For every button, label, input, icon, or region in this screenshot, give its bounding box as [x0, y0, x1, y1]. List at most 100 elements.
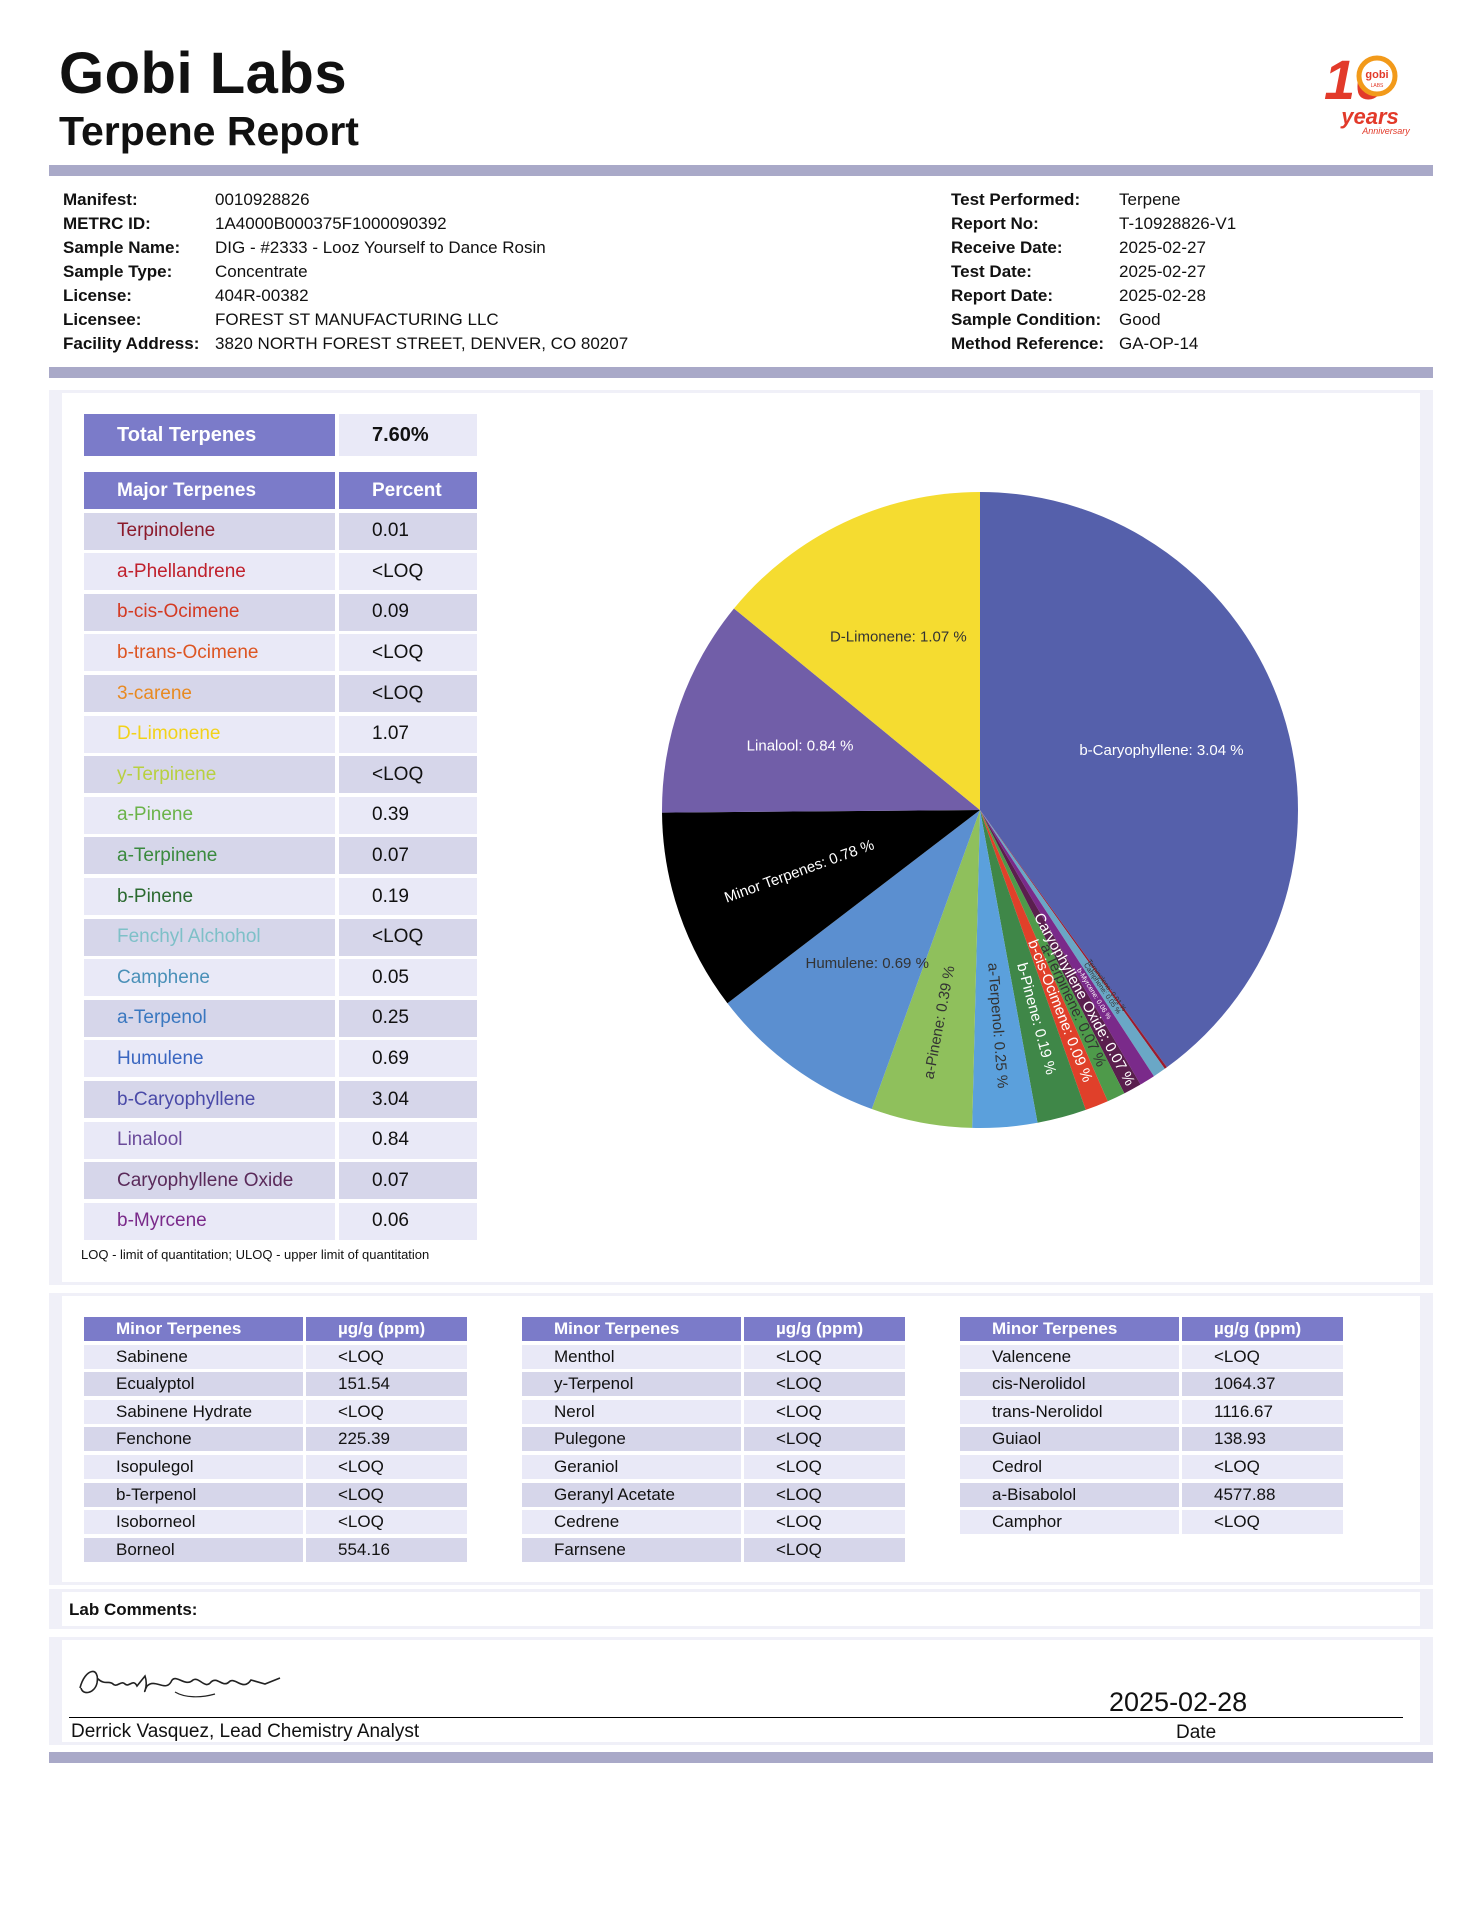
minor-terpene-name: cis-Nerolidol: [960, 1372, 1179, 1397]
pie-slice: [980, 810, 1167, 1069]
minor-terpene-name: Menthol: [522, 1344, 741, 1369]
sample-info-left-value: 0010928826: [215, 190, 310, 209]
major-terpene-name: a-Terpenol: [84, 999, 335, 1037]
minor-header-value: µg/g (ppm): [1182, 1317, 1343, 1341]
sample-info-right-label: Report No:: [951, 214, 1039, 233]
minor-terpene-value: <LOQ: [1182, 1510, 1343, 1535]
major-terpene-name: 3-carene: [84, 675, 335, 712]
minor-terpene-value: <LOQ: [306, 1482, 467, 1507]
sample-info-right-label: Test Performed:: [951, 190, 1081, 209]
major-terpene-name: b-cis-Ocimene: [84, 593, 335, 631]
minor-terpene-value: <LOQ: [744, 1537, 905, 1562]
sample-info-left-row: Sample Name: DIG - #2333 - Looz Yourself …: [63, 236, 863, 260]
date-label: Date: [1176, 1722, 1217, 1743]
sample-info-left-value: 404R-00382: [215, 286, 309, 305]
pie-slice: [871, 810, 980, 1128]
sample-info-left-row: METRC ID: 1A4000B000375F1000090392: [63, 212, 863, 236]
total-terpenes-label: Total Terpenes: [84, 414, 335, 456]
sample-info-right-row: Report No: T-10928826-V1: [951, 212, 1371, 236]
minor-header-name: Minor Terpenes: [960, 1317, 1179, 1341]
sample-info-right-value: 2025-02-28: [1119, 286, 1206, 305]
sample-info-right-row: Test Performed: Terpene: [951, 188, 1371, 212]
minor-terpene-value: <LOQ: [744, 1399, 905, 1424]
minor-terpene-name: Cedrene: [522, 1510, 741, 1535]
sample-info-right-row: Sample Condition: Good: [951, 308, 1371, 332]
major-terpene-percent: 0.05: [339, 959, 477, 997]
minor-terpene-value: <LOQ: [306, 1510, 467, 1535]
minor-terpene-value: <LOQ: [744, 1427, 905, 1452]
info-divider: [49, 367, 1433, 378]
pie-slice: [980, 810, 1141, 1094]
minor-terpene-name: Nerol: [522, 1399, 741, 1424]
pie-slice-label: Linalool: 0.84 %: [747, 738, 854, 755]
major-terpene-percent: 1.07: [339, 715, 477, 753]
sample-info-left-row: Facility Address: 3820 NORTH FOREST STREE…: [63, 332, 863, 356]
sample-info-right-label: Report Date:: [951, 286, 1054, 305]
sample-info-left-label: Sample Type:: [63, 262, 173, 281]
anniversary-logo-icon: 10 gobi LABS years Anniversary: [1324, 48, 1410, 136]
sample-info-left-value: Concentrate: [215, 262, 308, 281]
logo-brand-sub: LABS: [1371, 83, 1384, 89]
major-terpene-percent: 0.25: [339, 999, 477, 1037]
sample-info-right-row: Report Date: 2025-02-28: [951, 284, 1371, 308]
minor-header-name: Minor Terpenes: [84, 1317, 303, 1341]
pie-slice: [972, 810, 1038, 1128]
minor-terpene-value: <LOQ: [306, 1344, 467, 1369]
minor-terpene-name: Valencene: [960, 1344, 1179, 1369]
minor-terpene-value: <LOQ: [1182, 1455, 1343, 1479]
sample-info-left-label: METRC ID:: [63, 214, 151, 233]
pie-slice: [980, 810, 1165, 1077]
minor-terpene-value: 1116.67: [1182, 1399, 1343, 1424]
major-terpene-name: D-Limonene: [84, 715, 335, 753]
major-terpene-percent: 0.07: [339, 837, 477, 875]
minor-terpene-value: <LOQ: [1182, 1344, 1343, 1369]
pie-slice-label: b-Caryophyllene: 3.04 %: [1079, 742, 1243, 759]
sample-info-left-label: License:: [63, 286, 132, 305]
sample-info-right-value: Terpene: [1119, 190, 1181, 209]
minor-terpene-value: <LOQ: [744, 1510, 905, 1535]
sample-info-left-value: FOREST ST MANUFACTURING LLC: [215, 310, 499, 329]
sample-info-right-row: Test Date: 2025-02-27: [951, 260, 1371, 284]
minor-terpene-name: trans-Nerolidol: [960, 1399, 1179, 1424]
terpene-pie-chart: b-Caryophyllene: 3.04 %Terpinolene: 0.01…: [662, 492, 1298, 1128]
major-terpene-name: Humulene: [84, 1040, 335, 1078]
anniversary-logo: 10 gobi LABS years Anniversary: [1320, 44, 1420, 140]
minor-terpene-value: <LOQ: [744, 1344, 905, 1369]
major-terpene-percent: 0.69: [339, 1040, 477, 1078]
sample-info-right-label: Test Date:: [951, 262, 1032, 281]
major-terpene-name: y-Terpinene: [84, 756, 335, 794]
minor-terpene-name: Isoborneol: [84, 1510, 303, 1535]
lab-comments-panel: [49, 1589, 1433, 1629]
minor-terpene-value: 151.54: [306, 1372, 467, 1397]
major-header-percent: Percent: [339, 472, 477, 509]
sample-info-right-row: Method Reference: GA-OP-14: [951, 332, 1371, 356]
major-header-name: Major Terpenes: [84, 472, 335, 509]
report-title: Terpene Report: [59, 108, 359, 154]
minor-terpene-value: 4577.88: [1182, 1482, 1343, 1507]
pie-slice: [980, 810, 1154, 1085]
minor-header-name: Minor Terpenes: [522, 1317, 741, 1341]
minor-terpene-name: Guiaol: [960, 1427, 1179, 1452]
minor-terpene-name: Isopulegol: [84, 1455, 303, 1479]
major-terpene-percent: <LOQ: [339, 918, 477, 956]
loq-footnote: LOQ - limit of quantitation; ULOQ - uppe…: [81, 1247, 430, 1262]
major-terpene-name: Camphene: [84, 959, 335, 997]
sample-info-right-label: Receive Date:: [951, 238, 1063, 257]
minor-terpene-name: Ecualyptol: [84, 1372, 303, 1397]
minor-terpene-name: y-Terpenol: [522, 1372, 741, 1397]
pie-slice: [980, 492, 1298, 1068]
sample-info-left-row: Licensee: FOREST ST MANUFACTURING LLC: [63, 308, 863, 332]
sample-info-left-label: Manifest:: [63, 190, 138, 209]
sample-info-left-row: Manifest: 0010928826: [63, 188, 863, 212]
pie-slice: [727, 810, 980, 1110]
minor-terpene-value: <LOQ: [306, 1455, 467, 1479]
major-terpene-percent: <LOQ: [339, 634, 477, 672]
lab-comments-label: Lab Comments:: [69, 1600, 198, 1619]
major-terpene-percent: <LOQ: [339, 553, 477, 591]
major-terpene-name: b-Caryophyllene: [84, 1081, 335, 1118]
major-terpene-name: Fenchyl Alchohol: [84, 918, 335, 956]
total-terpenes-value: 7.60%: [339, 414, 477, 456]
minor-terpene-value: 138.93: [1182, 1427, 1343, 1452]
major-terpene-percent: 3.04: [339, 1081, 477, 1118]
minor-terpene-name: Sabinene: [84, 1344, 303, 1369]
